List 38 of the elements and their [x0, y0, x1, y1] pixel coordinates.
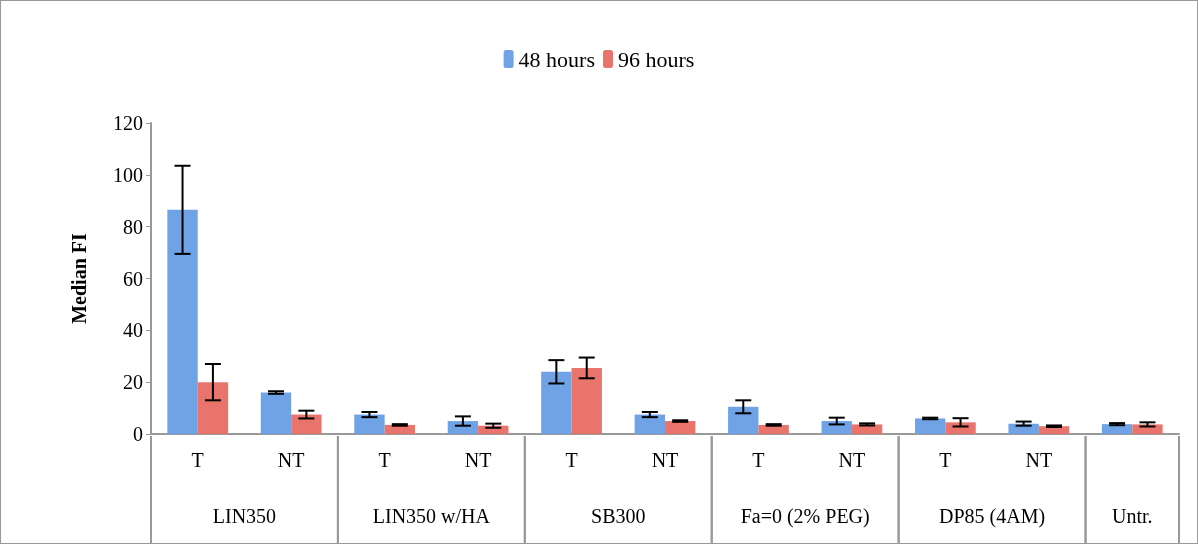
- y-tick-label: 120: [113, 112, 143, 134]
- x-tick-label: NT: [1025, 449, 1053, 471]
- y-axis-title: Median FI: [68, 233, 90, 324]
- bar: [197, 382, 229, 434]
- text: Untr.: [1111, 505, 1153, 527]
- x-tick-label: T: [939, 449, 952, 471]
- bar: [291, 414, 322, 434]
- bar: [634, 414, 665, 434]
- y-tick-label: 60: [123, 267, 143, 290]
- bar: [665, 421, 696, 434]
- legend-label: 96 hours: [618, 46, 695, 72]
- x-tick-label: T: [752, 449, 765, 471]
- text: LIN350: [212, 505, 277, 527]
- bar: [728, 406, 759, 434]
- text: Fa=0 (2% PEG): [740, 505, 870, 528]
- bar: [167, 209, 198, 434]
- y-tick-label: 0: [133, 423, 143, 445]
- text: SB300: [591, 505, 646, 527]
- x-tick-label: NT: [277, 449, 305, 471]
- x-tick-label: NT: [838, 449, 866, 471]
- x-tick-label: T: [191, 449, 204, 471]
- bar: [260, 392, 292, 434]
- bar: [821, 421, 852, 434]
- text: DP85 (4AM): [939, 505, 1046, 528]
- bar: [541, 371, 572, 434]
- x-tick-label: NT: [651, 449, 679, 471]
- x-tick-label: NT: [464, 449, 492, 471]
- y-tick-label: 80: [123, 215, 143, 238]
- y-tick-label: 100: [113, 163, 143, 186]
- bar: [914, 418, 946, 434]
- y-tick-label: 40: [123, 319, 143, 342]
- legend-label: 48 hours: [518, 46, 595, 72]
- text: LIN350 w/HA: [372, 505, 491, 527]
- bar: [354, 414, 385, 434]
- bar: [571, 367, 602, 434]
- y-tick-label: 20: [123, 371, 143, 394]
- x-tick-label: T: [378, 449, 391, 471]
- x-tick-label: T: [565, 449, 578, 471]
